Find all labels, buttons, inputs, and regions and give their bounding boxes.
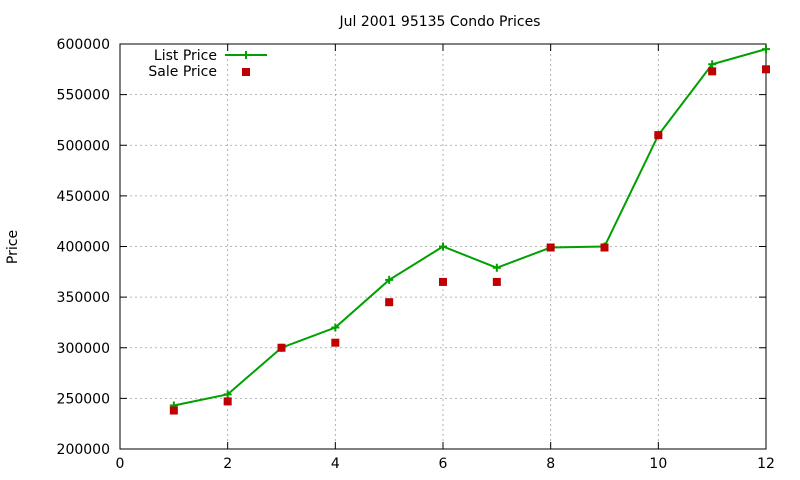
list-price-point (708, 60, 717, 69)
sale-price-point (708, 67, 717, 76)
sale-price-point (223, 397, 232, 406)
x-tick-label: 6 (439, 456, 448, 472)
sale-price-point (600, 243, 609, 252)
x-tick-label: 4 (331, 456, 340, 472)
y-tick-label: 300000 (57, 341, 110, 357)
sale-price-point (546, 243, 555, 252)
legend-marker-sale-price (242, 68, 250, 76)
sale-price-point (762, 65, 770, 74)
y-axis-label: Price (5, 230, 21, 264)
list-price-point (439, 242, 447, 251)
x-axis-tick-labels: 0 2 4 6 8 10 12 (116, 456, 775, 472)
legend-label-list-price: List Price (154, 48, 217, 64)
list-price-point (762, 45, 770, 54)
sale-price-point (331, 338, 340, 347)
y-tick-label: 250000 (57, 391, 110, 407)
y-tick-label: 400000 (57, 240, 110, 256)
y-tick-label: 500000 (57, 138, 110, 154)
sale-price-point (492, 277, 501, 286)
y-tick-label: 200000 (57, 442, 110, 458)
sale-price-point (439, 277, 447, 286)
series (169, 45, 770, 415)
legend: List Price Sale Price (148, 48, 267, 80)
list-price-point (492, 263, 501, 272)
x-tick-label: 8 (546, 456, 555, 472)
x-tick-label: 12 (757, 456, 775, 472)
sale-price-point (385, 298, 394, 307)
x-tick-label: 10 (649, 456, 667, 472)
list-price-point (385, 275, 394, 284)
y-axis-tick-labels: 200000 250000 300000 350000 400000 450000 5000… (57, 37, 110, 458)
y-tick-label: 450000 (57, 189, 110, 205)
chart-title: Jul 2001 95135 Condo Prices (339, 14, 541, 30)
y-tick-label: 600000 (57, 37, 110, 53)
sale-price-point (169, 406, 178, 415)
sale-price-point (654, 131, 663, 140)
list-price-point (223, 390, 232, 399)
legend-label-sale-price: Sale Price (148, 64, 217, 80)
legend-marker-list-price (242, 51, 250, 59)
axis-ticks (119, 43, 767, 450)
x-tick-label: 2 (223, 456, 232, 472)
list-price-line (173, 48, 767, 407)
x-tick-label: 0 (116, 456, 125, 472)
list-price-point (331, 323, 340, 332)
sale-price-point (277, 343, 286, 352)
y-tick-label: 350000 (57, 290, 110, 306)
y-tick-label: 550000 (57, 88, 110, 104)
